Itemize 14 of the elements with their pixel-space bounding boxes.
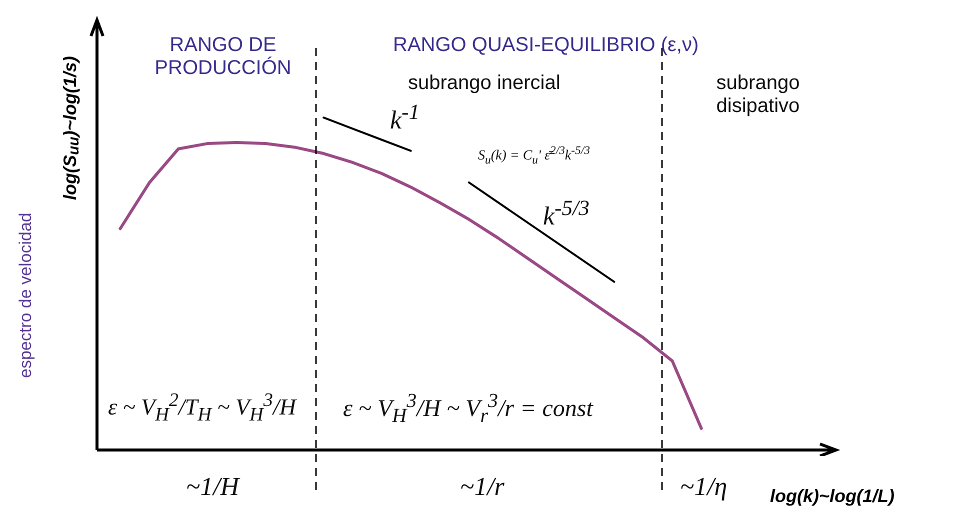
annotation: k$^{-1}$ [390,100,420,136]
text: espectro de velocidad [16,212,36,378]
text: ~1/H [186,472,240,502]
annotation: ε ~ V$_{H}$$^{3}$/H ~ V$_{r}$$^{3}$/r = const [343,390,593,428]
annotation: k$^{-5/3}$ [543,196,590,232]
text: ε ~ V$_{H}$$^{2}$/T$_{H}$ ~ V$_{H}$$^{3}$/H [108,390,296,426]
text: ~1/r [460,472,504,502]
x-axis-title: log(k)~log(1/L) [770,486,894,507]
text: ~1/η [680,472,728,502]
text: subrango inercial [408,72,560,95]
text: subrango disipativo [715,72,801,118]
text: RANGO DE PRODUCCIÓN [154,34,292,80]
annotation: S$_{u}$(k) = C$_{u}$' ε̄$^{2/3}$k$^{-5/3}$ [478,144,590,167]
text: RANGO QUASI-EQUILIBRIO (ε,ν) [393,34,699,57]
